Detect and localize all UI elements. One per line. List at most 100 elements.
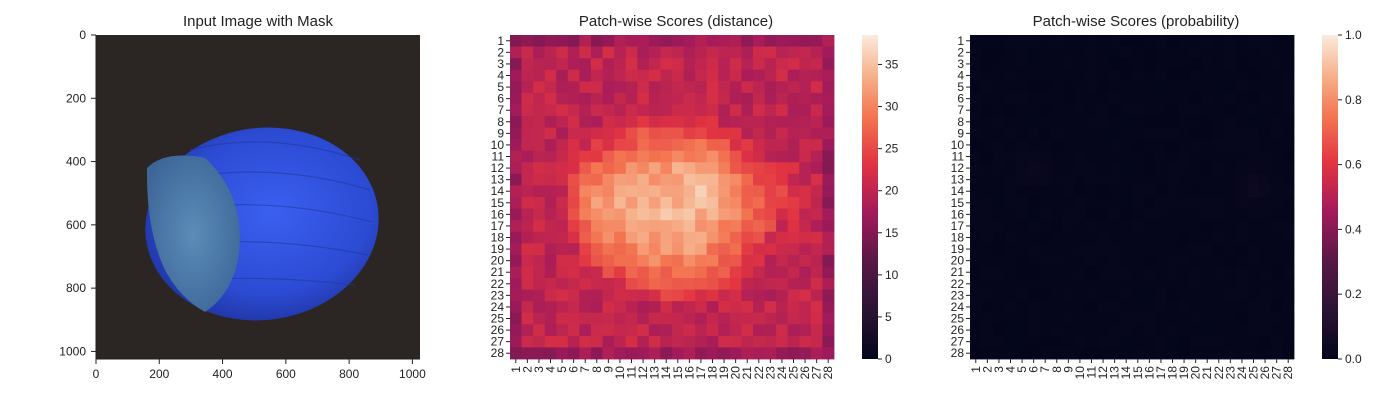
heatmap-cell: [741, 324, 754, 337]
heatmap-cell: [970, 127, 982, 140]
heatmap-cell: [625, 139, 638, 152]
heatmap-cell: [637, 301, 650, 314]
heatmap-cell: [1016, 58, 1029, 71]
heatmap-cell: [683, 220, 696, 233]
heatmap-cell: [1027, 58, 1040, 71]
x-tick-label: 16: [682, 366, 696, 380]
colorbar-tick-label: 0.6: [1345, 158, 1362, 172]
heatmap-cell: [614, 254, 627, 267]
heatmap-cell: [1178, 69, 1191, 82]
x-tick-label: 20: [729, 366, 743, 380]
heatmap-cell: [764, 208, 777, 221]
heatmap-cell: [764, 81, 777, 94]
heatmap-cell: [1004, 243, 1017, 256]
heatmap-cell: [510, 104, 522, 117]
x-tick-label: 8: [1050, 366, 1064, 373]
heatmap-cell: [544, 324, 557, 337]
heatmap-cell: [822, 58, 835, 71]
heatmap-cell: [729, 162, 742, 175]
heatmap-cell: [602, 116, 615, 128]
x-tick-label: 21: [740, 366, 754, 380]
heatmap-cell: [591, 173, 603, 186]
heatmap-cell: [970, 69, 982, 82]
heatmap-cell: [1166, 116, 1179, 128]
heatmap-cell: [1039, 243, 1052, 256]
heatmap-cell: [1155, 347, 1168, 360]
heatmap-cell: [533, 69, 546, 82]
heatmap-cell: [1236, 312, 1249, 325]
heatmap-cell: [718, 254, 731, 267]
heatmap-cell: [706, 335, 719, 348]
heatmap-cell: [1189, 243, 1202, 256]
heatmap-cell: [579, 92, 592, 105]
heatmap-cell: [799, 231, 812, 244]
heatmap-cell: [1120, 58, 1133, 71]
heatmap-cell: [1120, 301, 1133, 314]
heatmap-cell: [787, 139, 800, 152]
heatmap-cell: [729, 231, 742, 244]
heatmap-cell: [672, 58, 684, 71]
heatmap-cell: [1120, 46, 1133, 59]
heatmap-cell: [1236, 185, 1249, 198]
heatmap-cell: [718, 46, 731, 59]
heatmap-cell: [1155, 197, 1168, 209]
heatmap-cell: [787, 116, 800, 128]
heatmap-cell: [625, 173, 638, 186]
heatmap-cell: [637, 162, 650, 175]
heatmap-cell: [1004, 335, 1017, 348]
heatmap-cell: [1166, 58, 1179, 71]
heatmap-cell: [683, 301, 696, 314]
heatmap-cell: [648, 185, 661, 198]
heatmap-cell: [1213, 335, 1225, 348]
heatmap-cell: [741, 301, 754, 314]
heatmap-cell: [787, 301, 800, 314]
heatmap-cell: [1201, 347, 1214, 360]
x-tick-label: 4: [1004, 366, 1018, 373]
heatmap-cell: [1132, 127, 1144, 140]
heatmap-cell: [648, 69, 661, 82]
heatmap-cell: [1166, 254, 1179, 267]
heatmap-cell: [1247, 220, 1260, 233]
heatmap-cell: [1282, 289, 1295, 302]
heatmap-cell: [1224, 127, 1237, 140]
heatmap-cell: [1166, 69, 1179, 82]
heatmap-cell: [1155, 312, 1168, 325]
heatmap-cell: [683, 347, 696, 360]
heatmap-cell: [1213, 81, 1225, 94]
heatmap-cell: [1224, 162, 1237, 175]
heatmap-cell: [579, 312, 592, 325]
heatmap-cell: [1108, 324, 1121, 337]
heatmap-cell: [660, 347, 673, 360]
heatmap-cell: [672, 289, 684, 302]
heatmap-cell: [993, 197, 1006, 209]
heatmap-cell: [1132, 266, 1144, 279]
heatmap-cell: [787, 58, 800, 71]
heatmap-cell: [1016, 301, 1029, 314]
heatmap-cell: [695, 220, 708, 233]
heatmap-cell: [1132, 116, 1144, 128]
heatmap-cell: [579, 220, 592, 233]
distance-heatmap: [510, 35, 835, 360]
heatmap-cell: [1236, 301, 1249, 314]
heatmap-cell: [1270, 69, 1283, 82]
heatmap-cell: [1085, 81, 1098, 94]
heatmap-cell: [1120, 278, 1133, 290]
heatmap-cell: [1004, 220, 1017, 233]
x-tick-label: 12: [636, 366, 650, 380]
heatmap-cell: [776, 162, 789, 175]
heatmap-cell: [579, 127, 592, 140]
heatmap-cell: [1039, 81, 1052, 94]
heatmap-cell: [729, 312, 742, 325]
heatmap-cell: [1062, 185, 1075, 198]
heatmap-cell: [510, 208, 522, 221]
heatmap-cell: [695, 324, 708, 337]
heatmap-cell: [1074, 197, 1087, 209]
heatmap-cell: [591, 243, 603, 256]
heatmap-cell: [672, 35, 684, 47]
heatmap-cell: [1224, 116, 1237, 128]
heatmap-cell: [637, 173, 650, 186]
heatmap-cell: [1247, 278, 1260, 290]
heatmap-cell: [544, 69, 557, 82]
heatmap-cell: [706, 104, 719, 117]
heatmap-cell: [1282, 35, 1295, 47]
